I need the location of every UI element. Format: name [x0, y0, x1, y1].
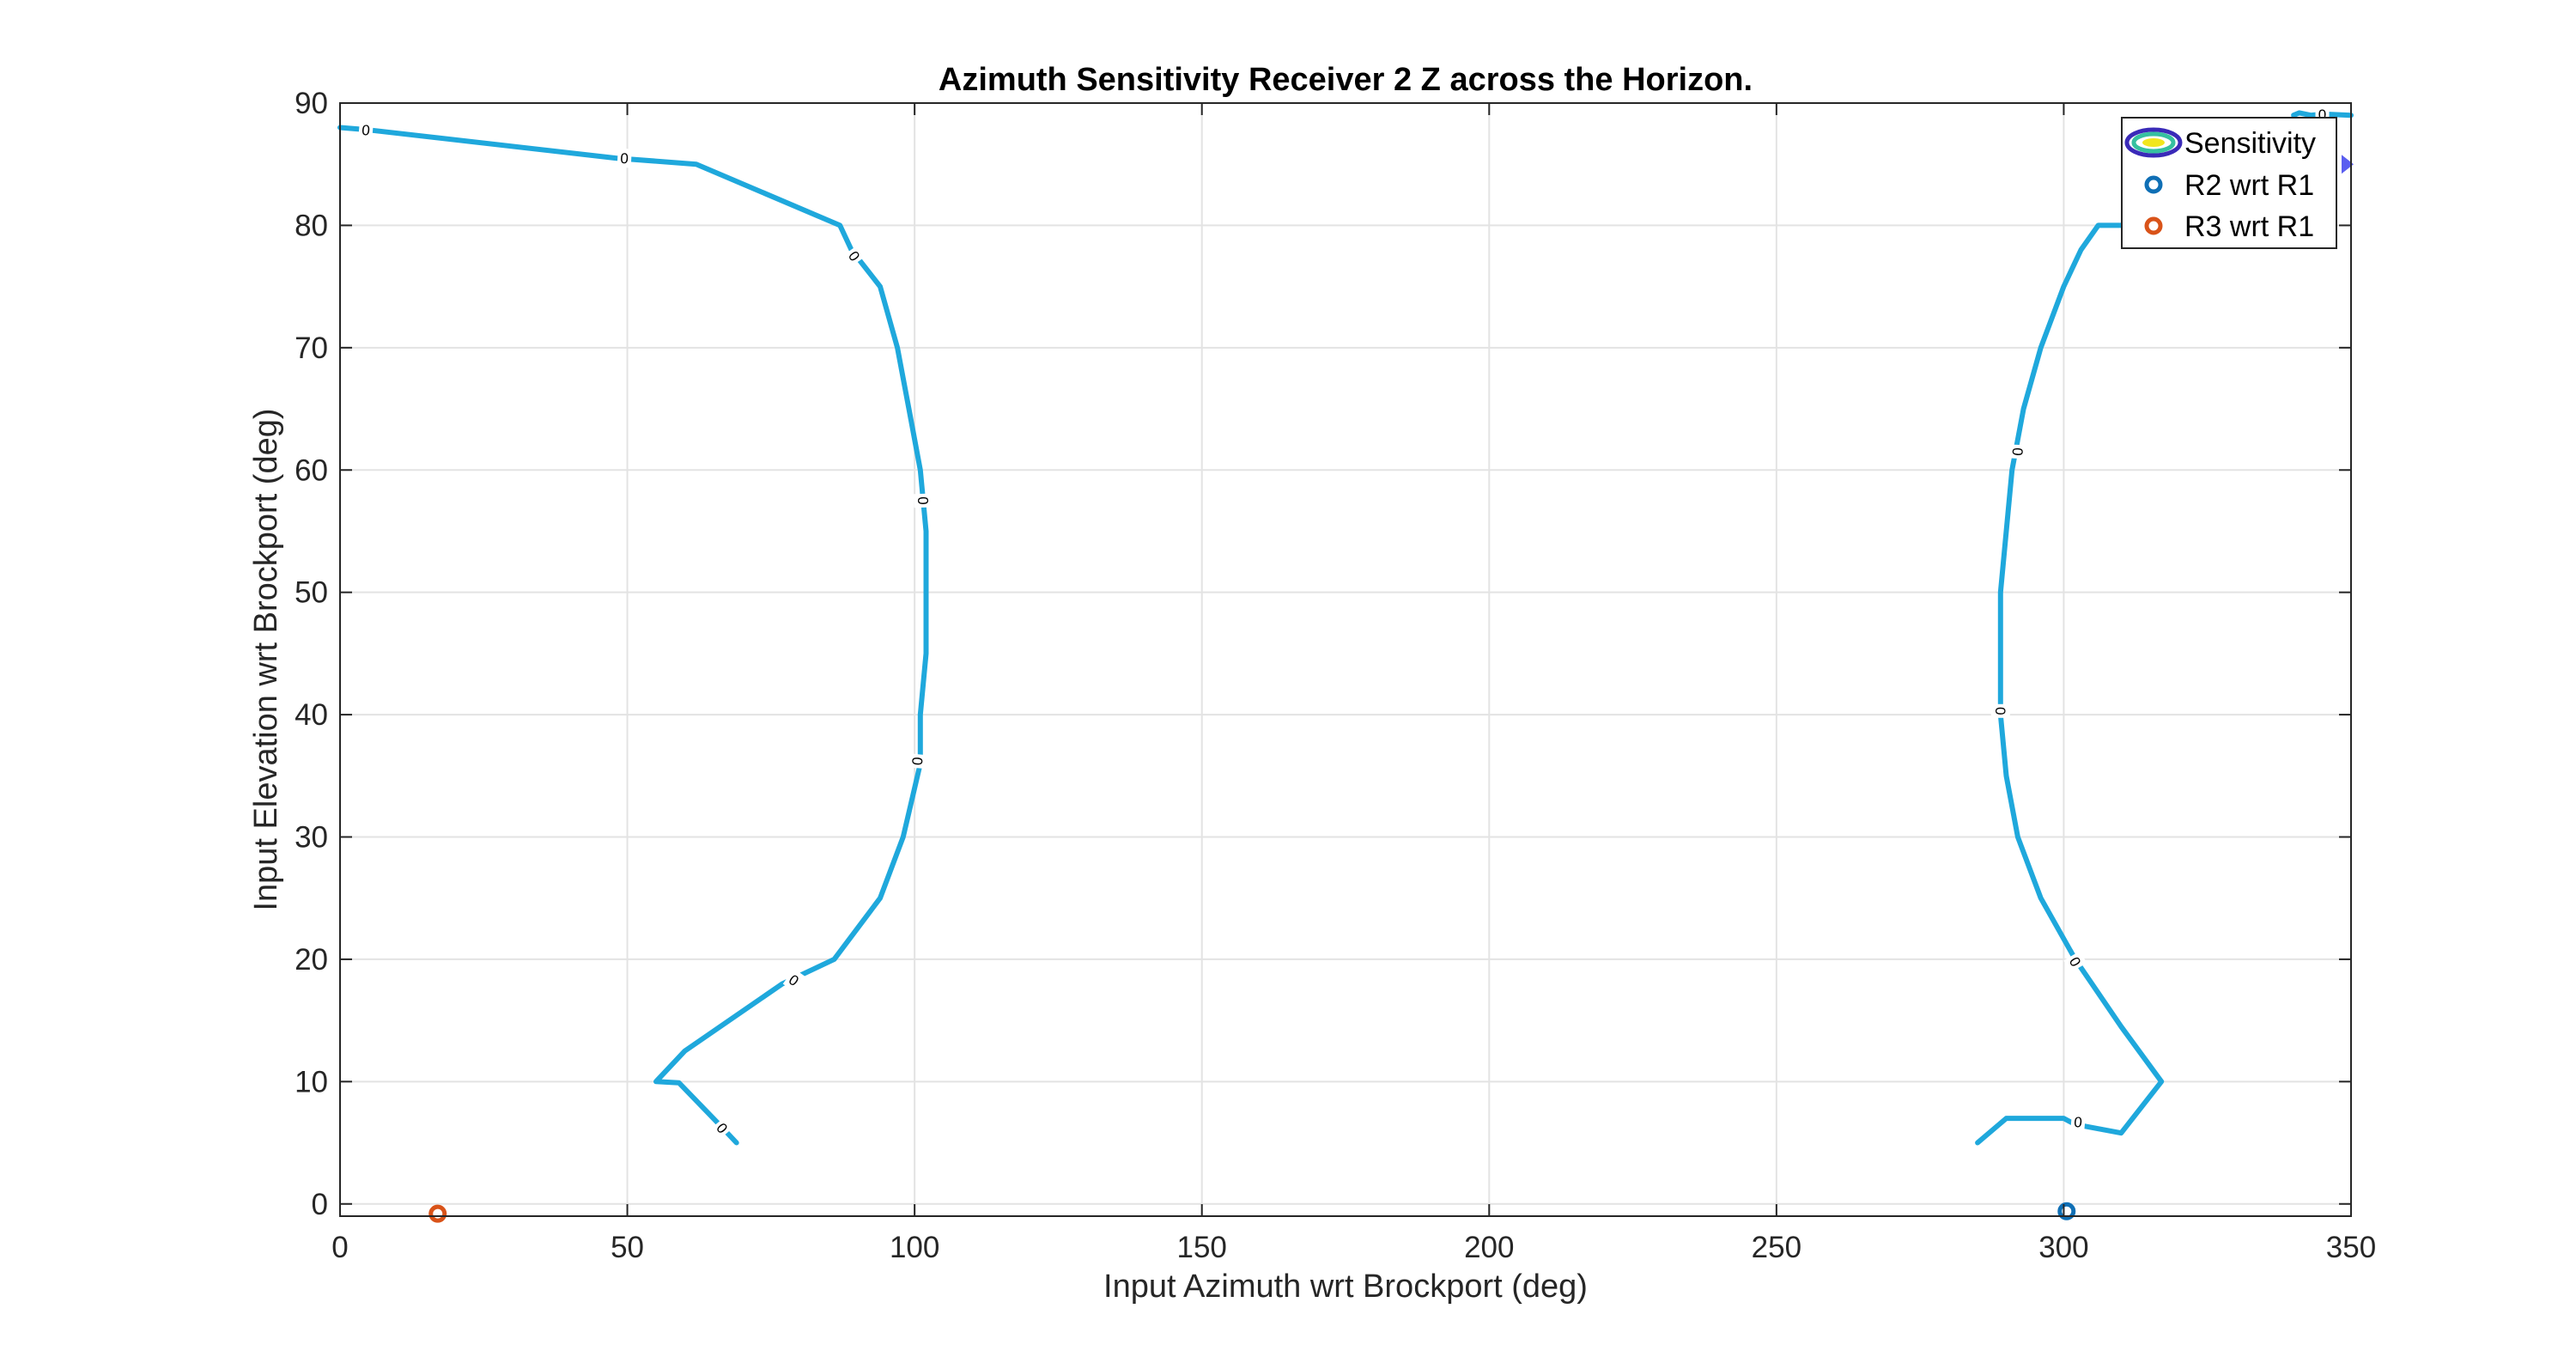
y-axis-label: Input Elevation wrt Brockport (deg)	[248, 408, 284, 910]
y-tick-label: 0	[312, 1188, 328, 1221]
contour-line-left	[337, 125, 929, 1146]
x-tick-label: 150	[1177, 1231, 1227, 1264]
y-tick-label: 80	[295, 209, 328, 242]
arrow-marker	[2342, 155, 2354, 174]
y-ticks: 0 10 20 30 40 50 60 70 80 90	[295, 87, 2351, 1221]
contour-label-background	[710, 1117, 734, 1140]
x-tick-label: 50	[611, 1231, 644, 1264]
contour-label-background	[907, 753, 928, 770]
contour-label-background	[2070, 1111, 2087, 1132]
plot-area	[340, 103, 2351, 1216]
y-tick-label: 30	[295, 821, 328, 855]
legend-label-r3: R3 wrt R1	[2184, 210, 2314, 243]
contour-label: 0	[2009, 447, 2026, 456]
y-tick-label: 70	[295, 332, 328, 365]
contour-label: 0	[914, 496, 931, 505]
contour-line-right	[1975, 222, 2165, 1146]
contour-label-background	[913, 493, 933, 508]
x-tick-label: 0	[331, 1231, 348, 1264]
contour-label-background	[617, 148, 632, 168]
contour-label-background	[2063, 951, 2087, 973]
y-tick-label: 90	[295, 87, 328, 120]
r3-legend-marker	[2144, 216, 2163, 235]
y-tick-label: 60	[295, 453, 328, 487]
contour-label: 0	[1992, 707, 2008, 715]
y-tick-label: 10	[295, 1065, 328, 1098]
legend: Sensitivity R2 wrt R1 R3 wrt R1	[2121, 117, 2337, 249]
x-tick-label: 250	[1752, 1231, 1801, 1264]
x-ticks: 0 50 100 150 200 250 300 350	[331, 103, 2376, 1264]
contour-label: 0	[2318, 106, 2326, 123]
r2-marker	[2057, 1202, 2076, 1220]
contour-label: 0	[908, 757, 926, 766]
legend-label-r2: R2 wrt R1	[2184, 169, 2314, 202]
legend-label-sensitivity: Sensitivity	[2184, 127, 2316, 160]
contour-label-background	[358, 119, 374, 140]
contour-lines	[337, 110, 2354, 1146]
contour-label-background	[1990, 703, 2010, 718]
contour-label: 0	[361, 122, 371, 139]
contour-label: 0	[620, 150, 629, 167]
chart-title: Azimuth Sensitivity Receiver 2 Z across …	[939, 62, 1753, 98]
y-tick-label: 40	[295, 698, 328, 732]
x-axis-label: Input Azimuth wrt Brockport (deg)	[1103, 1269, 1588, 1305]
contour-label-background	[782, 968, 805, 992]
plot-frame	[339, 102, 2352, 1217]
r2-legend-marker	[2144, 175, 2163, 194]
y-tick-label: 50	[295, 576, 328, 610]
r3-marker	[428, 1204, 447, 1223]
data-markers	[428, 155, 2354, 1223]
x-tick-label: 200	[1464, 1231, 1514, 1264]
x-tick-label: 350	[2326, 1231, 2376, 1264]
contour-label-background	[842, 245, 866, 267]
y-tick-label: 20	[295, 943, 328, 977]
x-tick-label: 100	[890, 1231, 939, 1264]
contour-label-background	[2008, 444, 2028, 459]
x-tick-label: 300	[2038, 1231, 2088, 1264]
sensitivity-legend-icon	[2124, 127, 2183, 158]
contour-label: 0	[2074, 1114, 2083, 1131]
contour-line-top-right	[2291, 110, 2354, 119]
